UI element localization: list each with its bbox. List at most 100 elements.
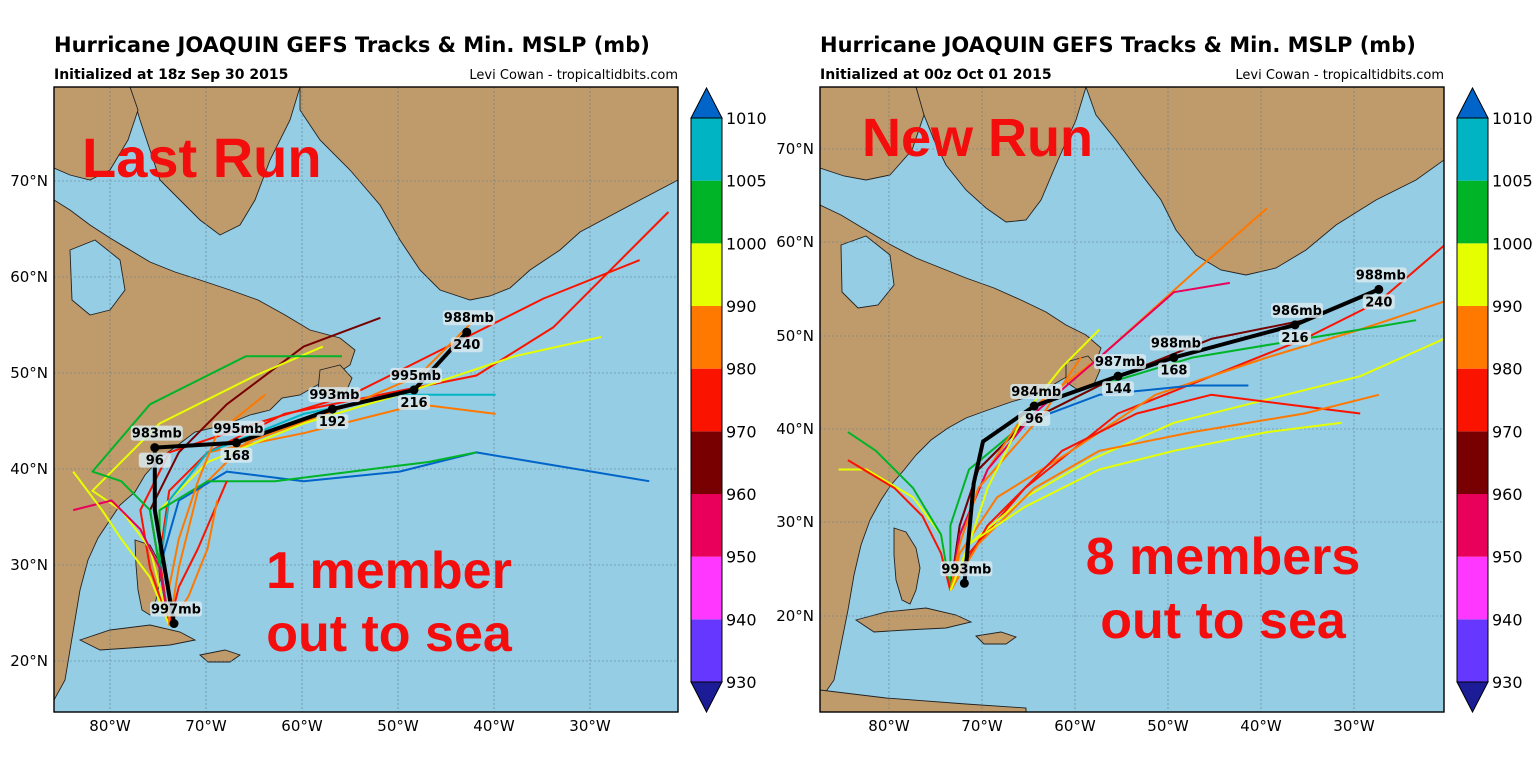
mean-label-box [1010, 384, 1063, 400]
left-panel: Hurricane JOAQUIN GEFS Tracks & Min. MSL… [10, 33, 767, 735]
colorbar-level-label: 970 [726, 422, 757, 441]
mean-hour-box [220, 447, 253, 463]
lat-label: 70°N [776, 140, 814, 158]
colorbar-segment [1457, 431, 1488, 494]
ensemble-member-track [158, 451, 477, 626]
lat-label: 20°N [776, 607, 814, 625]
cuba [78, 624, 197, 651]
greenland [1085, 87, 1444, 276]
baffin-island [915, 87, 1087, 223]
colorbar-extend-top [690, 86, 723, 119]
colorbar-extend-bottom [1456, 681, 1489, 714]
colorbar-segment [691, 243, 722, 306]
mean-label-box [1270, 302, 1323, 318]
mean-track-point [462, 327, 472, 337]
mean-track-point [409, 385, 419, 395]
lat-label: 70°N [10, 172, 48, 190]
colorbar-segment [1457, 368, 1488, 432]
ensemble-member-track [91, 355, 342, 626]
mean-forecast-hour-label: 96 [1025, 412, 1043, 427]
colorbar-level-label: 990 [1492, 297, 1523, 316]
mean-hour-box [1362, 294, 1395, 310]
mean-forecast-hour-label: 240 [1365, 295, 1392, 310]
lon-label: 40°W [1240, 717, 1282, 735]
right-chart-subtitle: Initialized at 00z Oct 01 2015 [820, 67, 1052, 83]
colorbar-segment [1457, 556, 1488, 620]
right-track-map: 993mb 984mb 96 987mb 144 988mb 168 986mb 216 988m… [776, 86, 1533, 735]
mean-track-point [327, 404, 337, 414]
mean-hour-box [398, 394, 430, 410]
mean-track-point [1113, 371, 1123, 381]
south-america-coast [820, 689, 1027, 712]
ensemble-member-track [949, 393, 1361, 592]
colorbar-level-label: 960 [1492, 485, 1523, 504]
mean-track-point [1169, 353, 1179, 363]
lat-label: 50°N [10, 364, 48, 382]
overlay-heading-right: New Run [862, 108, 1093, 168]
lon-label: 40°W [473, 717, 515, 735]
mean-label-box [1094, 354, 1147, 370]
ensemble-member-track [949, 300, 1444, 591]
lon-label: 80°W [868, 717, 910, 735]
colorbar-segment [1457, 619, 1488, 682]
mean-label-box [940, 561, 993, 577]
mean-hour-box [1157, 362, 1190, 378]
mean-pressure-label: 988mb [1356, 268, 1406, 283]
overlay-note-right-line2: out to sea [1100, 592, 1347, 650]
cuba [854, 607, 973, 633]
lon-label: 70°W [185, 717, 227, 735]
mean-forecast-hour-label: 144 [1104, 382, 1131, 397]
lat-label: 30°N [10, 556, 48, 574]
colorbar-segment [691, 431, 722, 494]
lat-label: 60°N [10, 268, 48, 286]
ensemble-member-track [158, 451, 650, 626]
lon-label: 80°W [89, 717, 131, 735]
mean-forecast-hour-label: 168 [223, 449, 250, 464]
mean-pressure-label: 995mb [391, 369, 441, 384]
colorbar-level-label: 950 [726, 548, 757, 567]
colorbar-level-label: 950 [1492, 548, 1523, 567]
overlay-note-left-line2: out to sea [266, 605, 513, 663]
overlay-note-right-line1: 8 members [1086, 528, 1361, 586]
lat-label: 40°N [776, 420, 814, 438]
grid-lines-right [820, 87, 1444, 712]
ensemble-member-track [949, 393, 1380, 592]
overlay-heading-left: Last Run [82, 126, 322, 189]
colorbar-segment [1457, 306, 1488, 369]
colorbar-left: 930 940 950 960 970 980 990 1000 1005 1010 [690, 86, 767, 714]
overlay-note-left-line1: 1 member [266, 542, 512, 600]
colorbar-level-label: 930 [1492, 673, 1523, 692]
mean-forecast-hour-label: 168 [1160, 364, 1187, 379]
lon-label: 60°W [1054, 717, 1096, 735]
ensemble-member-track [72, 471, 171, 626]
colorbar-segment [691, 556, 722, 620]
left-chart-title: Hurricane JOAQUIN GEFS Tracks & Min. MSL… [54, 33, 650, 57]
mean-label-box [1354, 267, 1407, 283]
mean-hour-box [1278, 329, 1311, 345]
colorbar-segment [691, 306, 722, 369]
lat-label: 40°N [10, 460, 48, 478]
mean-track-point [959, 578, 969, 588]
lat-label: 20°N [10, 652, 48, 670]
ensemble-member-track [72, 499, 171, 626]
colorbar-level-label: 1010 [726, 109, 767, 128]
mean-hour-box [1018, 411, 1051, 427]
mean-hour-box [1102, 381, 1135, 397]
mean-pressure-label: 988mb [1151, 337, 1201, 352]
colorbar-extend-top [1456, 86, 1489, 119]
colorbar-segment [691, 118, 722, 181]
colorbar-segment [691, 619, 722, 682]
north-america [54, 199, 356, 701]
lon-label: 30°W [569, 717, 611, 735]
colorbar-level-label: 980 [1492, 360, 1523, 379]
mean-track-point [1290, 320, 1300, 330]
mean-forecast-hour-label: 216 [1281, 331, 1308, 346]
lon-label: 60°W [281, 717, 323, 735]
colorbar-right: 930 940 950 960 970 980 990 1000 1005 1010 [1456, 86, 1533, 714]
colorbar-level-label: 1010 [1492, 109, 1533, 128]
mean-forecast-hour-label: 240 [453, 338, 480, 353]
hudson-bay-outline [69, 239, 126, 316]
mean-track-point [1029, 401, 1039, 411]
left-chart-credit: Levi Cowan - tropicaltidbits.com [469, 68, 678, 83]
ensemble-mean-track-right: 993mb 984mb 96 987mb 144 988mb 168 986mb 216 988m… [940, 267, 1407, 588]
